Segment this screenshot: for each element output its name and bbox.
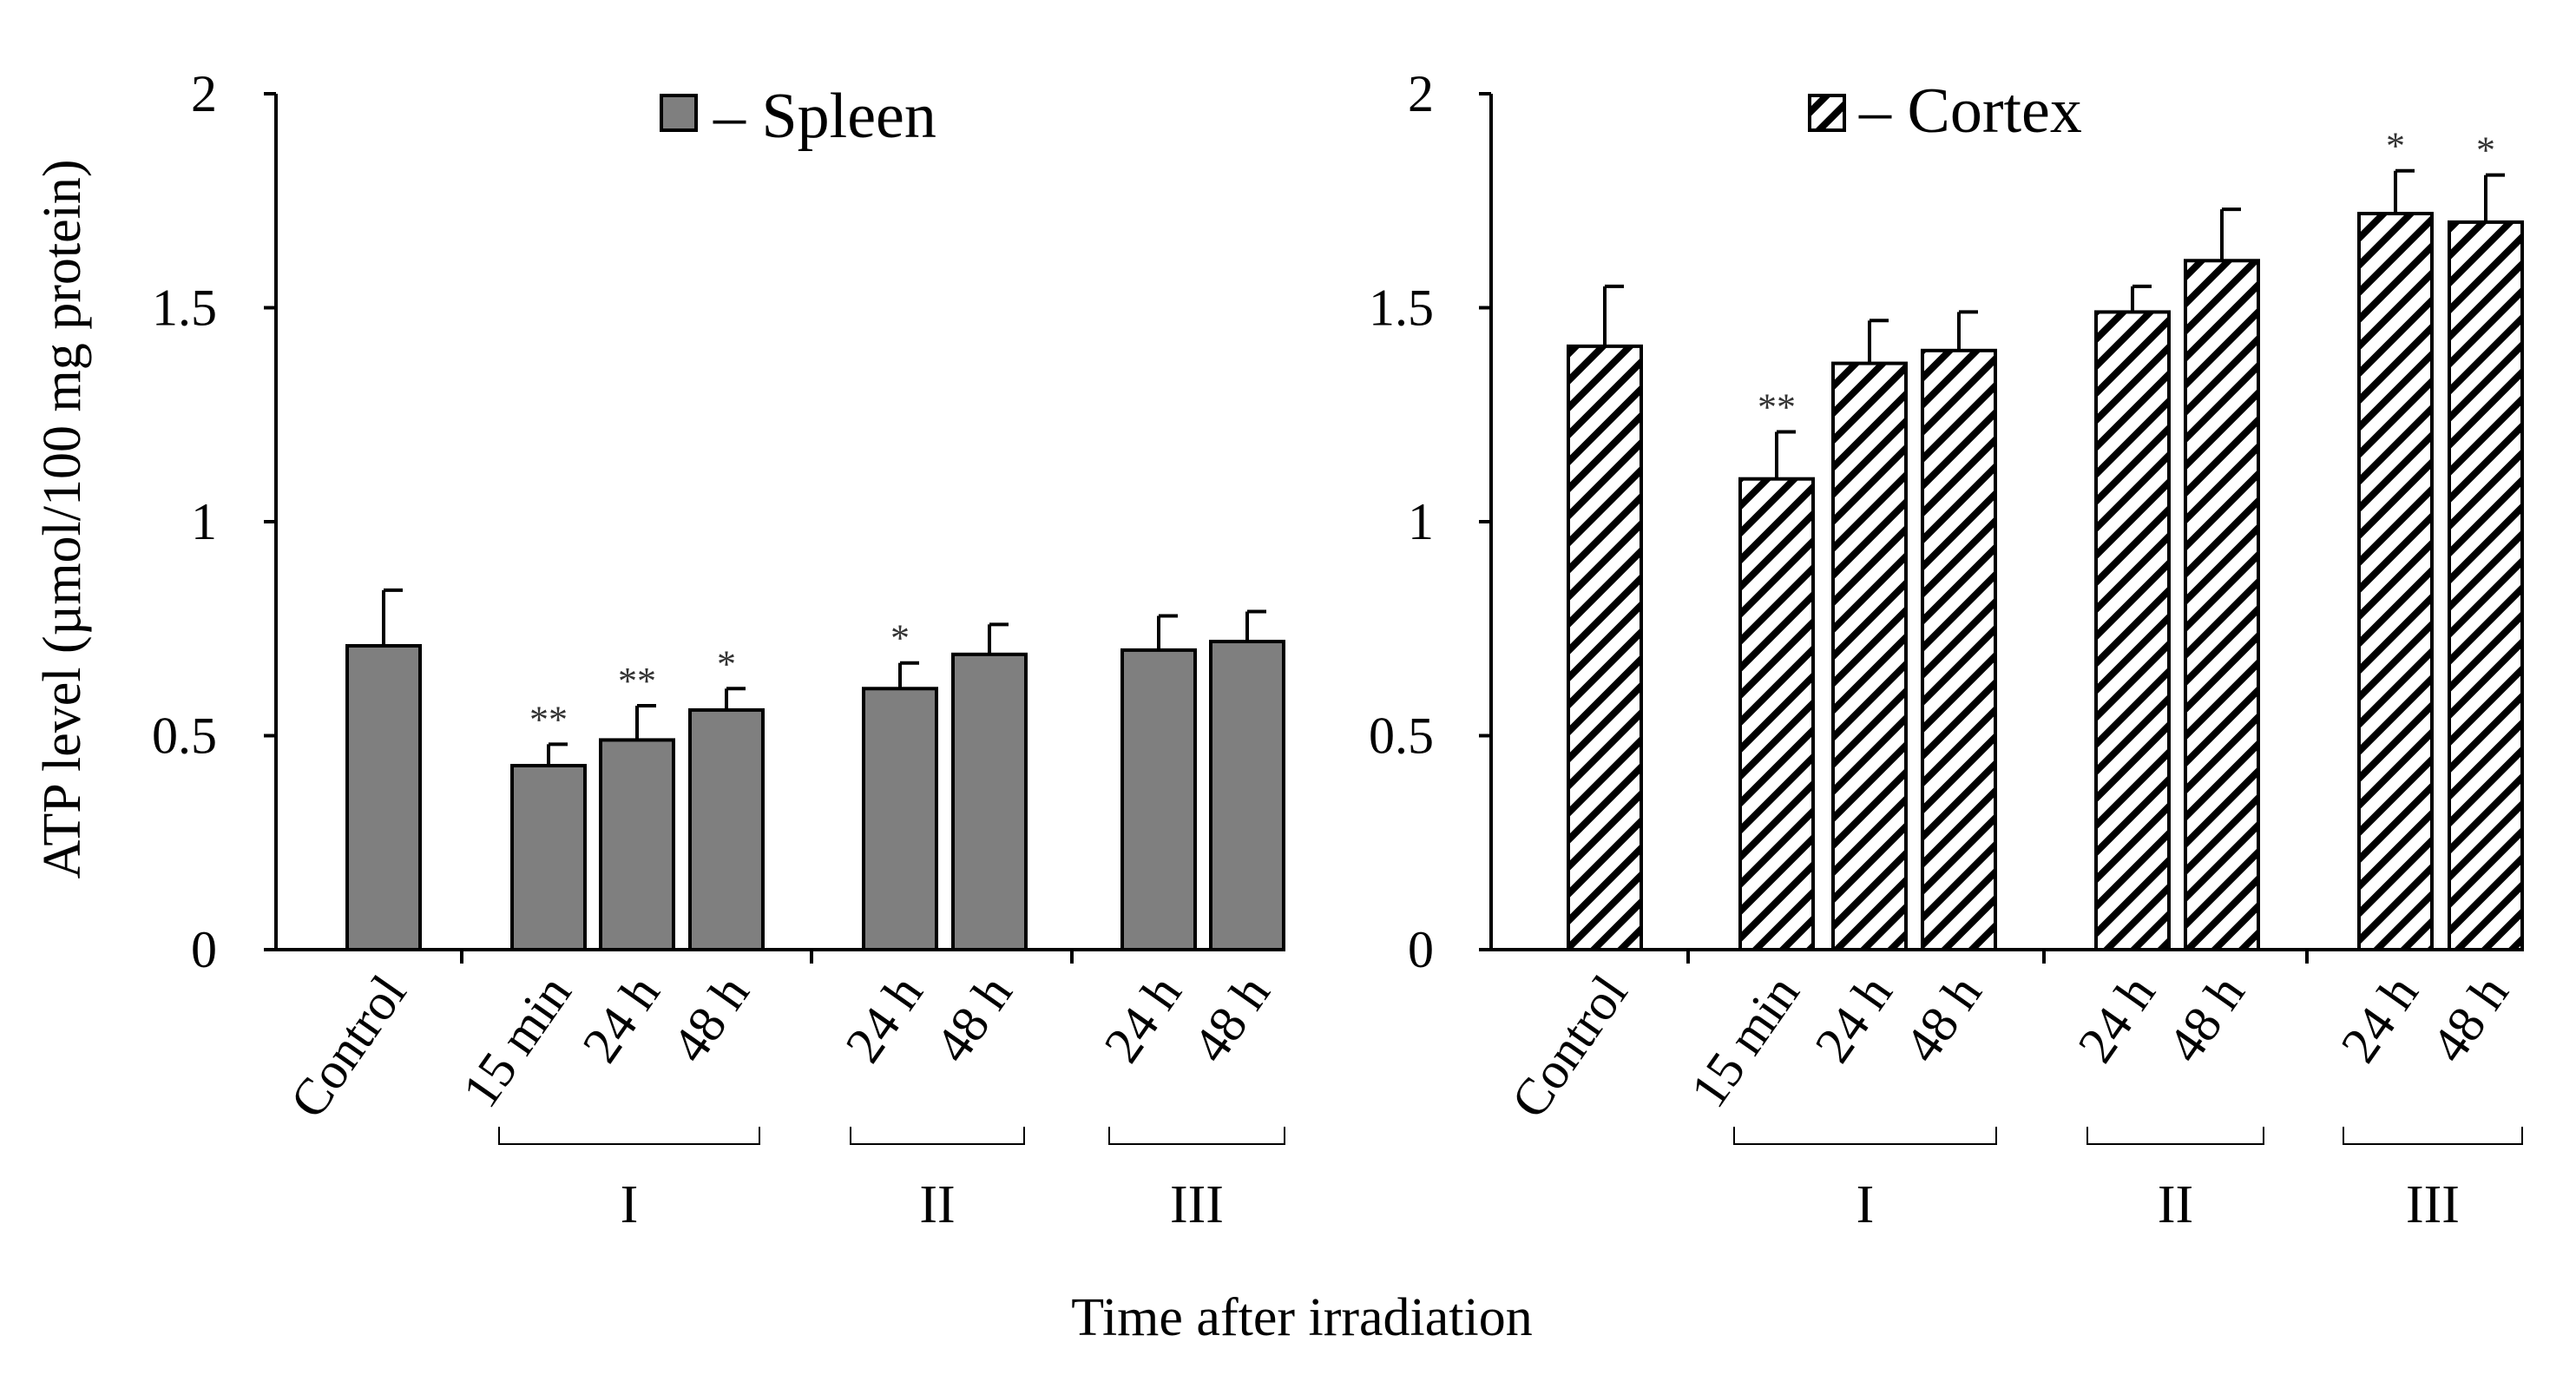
bar <box>2184 259 2260 951</box>
group-label: III <box>2406 1175 2460 1234</box>
bar <box>688 707 765 951</box>
category-label: 24 h <box>571 965 670 1073</box>
y-tick-label: 1.5 <box>152 280 217 337</box>
group-brackets: I II III <box>1733 1127 2523 1234</box>
y-tick-label: 1.5 <box>1369 280 1434 337</box>
bar <box>1120 648 1197 952</box>
group-bracket <box>850 1127 1025 1145</box>
bar <box>1567 344 1643 951</box>
group-label: I <box>1856 1175 1875 1234</box>
bars <box>1567 212 2524 952</box>
y-tick-label: 0 <box>1408 921 1434 978</box>
group-bracket <box>2343 1127 2523 1145</box>
bar <box>2448 220 2524 951</box>
group-bracket <box>1733 1127 1997 1145</box>
significance-label: * <box>2476 129 2495 172</box>
legend-label: – Cortex <box>1858 76 2082 147</box>
significance-label: ** <box>529 698 568 740</box>
significance-label: ** <box>618 660 656 702</box>
bar <box>1921 348 1997 951</box>
bar <box>1831 361 1908 951</box>
bar <box>951 652 1028 952</box>
y-tick-label: 0.5 <box>1369 707 1434 765</box>
y-tick-label: 0 <box>191 921 217 978</box>
category-label: 48 h <box>923 965 1022 1073</box>
x-axis-title: Time after irradiation <box>1071 1288 1532 1347</box>
category-label: 24 h <box>834 965 933 1073</box>
significance-label: * <box>717 642 736 685</box>
group-bracket <box>2086 1127 2264 1145</box>
bar <box>510 764 587 952</box>
y-axis-title: ATP level (µmol/100 mg protein) <box>33 160 92 879</box>
bar <box>2094 310 2171 951</box>
significance-marks: **** ** <box>529 617 910 741</box>
significance-marks: *** * <box>1758 125 2495 429</box>
significance-label: * <box>890 617 910 660</box>
category-label: 48 h <box>1893 965 1992 1073</box>
legend-label: – Spleen <box>713 81 936 152</box>
group-bracket <box>1108 1127 1285 1145</box>
category-label: 24 h <box>1804 965 1902 1073</box>
bar <box>599 738 675 951</box>
bar <box>1209 640 1285 951</box>
category-label: 15 min <box>451 965 582 1118</box>
group-label: II <box>919 1175 955 1234</box>
y-tick-label: 2 <box>1408 65 1434 122</box>
legend: – Spleen <box>660 81 936 152</box>
y-axis-ticks: 0 0.5 1 1.5 2 <box>152 65 276 978</box>
axes <box>1489 94 2522 964</box>
y-tick-label: 2 <box>191 65 217 122</box>
significance-label: ** <box>1758 385 1796 428</box>
group-label: III <box>1170 1175 1224 1234</box>
axes <box>274 94 1285 964</box>
category-label: 15 min <box>1679 965 1810 1118</box>
bar <box>1738 477 1815 951</box>
category-label: 24 h <box>2330 965 2428 1073</box>
category-label: 48 h <box>2420 965 2519 1073</box>
bar <box>345 643 422 951</box>
category-label: 48 h <box>2156 965 2255 1073</box>
significance-label: * <box>2386 125 2405 168</box>
bars <box>345 640 1285 952</box>
y-tick-label: 0.5 <box>152 707 217 765</box>
y-tick-label: 1 <box>191 493 217 550</box>
bar <box>2357 212 2434 952</box>
legend-swatch <box>1808 94 1846 132</box>
group-brackets: I II III <box>498 1127 1285 1234</box>
category-label: 24 h <box>2067 965 2165 1073</box>
group-label: I <box>621 1175 639 1234</box>
group-label: II <box>2158 1175 2193 1234</box>
category-label: 48 h <box>660 965 759 1073</box>
legend-swatch <box>660 94 698 132</box>
category-label: 48 h <box>1181 965 1280 1073</box>
legend: – Cortex <box>1808 76 2082 147</box>
category-label: Control <box>1500 965 1638 1128</box>
error-bars <box>1603 168 2505 479</box>
y-axis-ticks: 0 0.5 1 1.5 2 <box>1369 65 1491 978</box>
category-label: 24 h <box>1093 965 1192 1073</box>
category-label: Control <box>279 965 417 1128</box>
y-tick-label: 1 <box>1408 493 1434 550</box>
error-bars <box>382 588 1266 766</box>
group-bracket <box>498 1127 760 1145</box>
bar <box>862 687 938 952</box>
